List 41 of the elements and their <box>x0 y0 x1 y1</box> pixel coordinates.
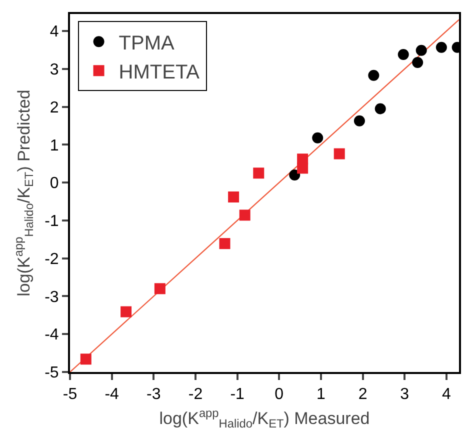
x-tick-label: -4 <box>104 386 120 404</box>
x-tick-label: -1 <box>230 386 245 404</box>
y-tick-label: -4 <box>44 326 59 344</box>
y-tick-label: 2 <box>50 99 59 116</box>
x-axis-title: log(K$^{app}$$_{Halido}$/K$_{ET}$) Measured <box>159 406 370 431</box>
point <box>368 70 380 81</box>
point <box>297 162 308 174</box>
point <box>374 103 386 114</box>
legend-label: TPMA <box>118 32 175 54</box>
y-tick-label: 1 <box>50 137 59 154</box>
x-tick-label: 2 <box>358 386 368 404</box>
y-tick-label: -5 <box>44 364 59 382</box>
x-tick-label: -2 <box>188 386 203 404</box>
y-tick-label: -3 <box>44 288 59 306</box>
y-tick-label: 4 <box>50 24 59 41</box>
y-tick-label: -2 <box>44 250 59 268</box>
point <box>416 44 427 56</box>
point <box>120 306 132 318</box>
point <box>228 191 240 202</box>
point <box>334 148 345 160</box>
x-tick-label: 0 <box>274 386 284 404</box>
legend-label: HMTETA <box>118 61 200 84</box>
point <box>412 56 424 68</box>
point <box>289 170 300 181</box>
x-tick-label: -3 <box>146 386 161 404</box>
point <box>239 210 250 221</box>
point <box>436 42 447 53</box>
x-tick-label: 1 <box>316 386 326 404</box>
point <box>80 354 92 365</box>
point <box>312 132 324 144</box>
y-tick-label: -1 <box>44 213 59 230</box>
point <box>354 115 365 126</box>
x-tick-label: -5 <box>62 386 78 404</box>
y-tick-label: 3 <box>50 62 59 79</box>
point <box>219 238 230 250</box>
point <box>398 49 409 60</box>
point <box>253 168 264 179</box>
x-tick-label: 4 <box>442 386 451 404</box>
x-tick-label: 3 <box>400 386 410 404</box>
y-tick-label: 0 <box>50 175 59 192</box>
point <box>154 283 166 294</box>
